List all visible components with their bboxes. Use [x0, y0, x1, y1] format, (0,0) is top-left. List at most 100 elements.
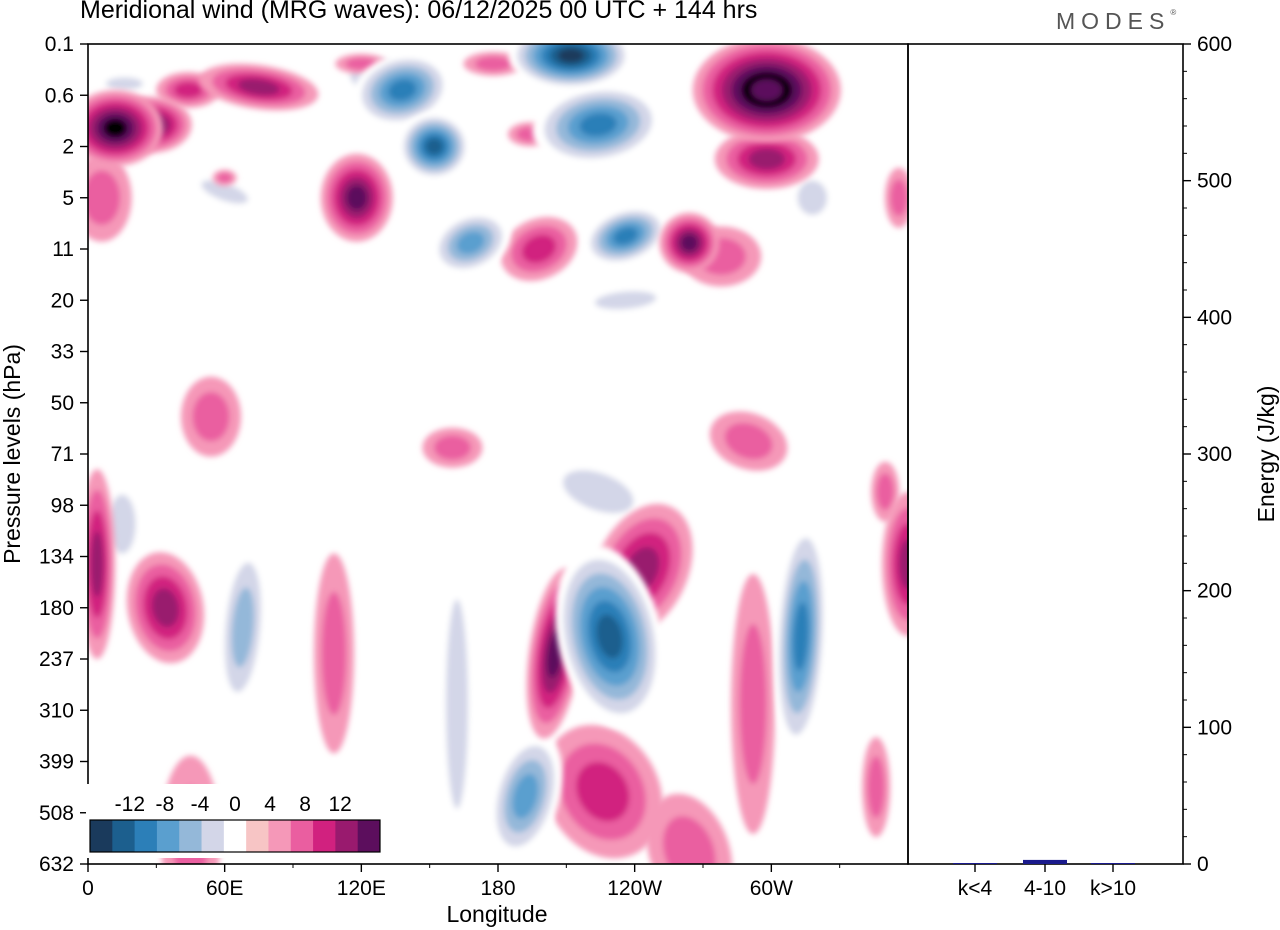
colorbar-label: -12	[115, 793, 145, 816]
modes-logo: MODES®	[1056, 8, 1176, 35]
contour-band	[445, 599, 469, 809]
energy-bars: k<4 4-10 k>10	[953, 859, 1136, 900]
longitude-tick-label: 60W	[750, 877, 793, 900]
pressure-tick-label: 33	[51, 341, 74, 364]
brand-name: MODES	[1056, 8, 1171, 34]
pressure-tick-label: 0.1	[45, 33, 74, 56]
contour-band	[217, 172, 233, 183]
wind-anomaly	[659, 212, 720, 273]
wind-anomaly	[398, 112, 471, 181]
wind-anomaly	[88, 153, 132, 242]
wind-anomaly	[217, 537, 269, 718]
wind-anomaly	[862, 737, 891, 838]
pressure-tick-label: 134	[39, 546, 74, 569]
contour-band	[579, 113, 618, 137]
colorbar-label: 0	[229, 793, 241, 816]
wind-anomaly	[884, 167, 908, 228]
colorbar-swatch	[112, 820, 136, 852]
energy-tick-label: 200	[1197, 580, 1232, 603]
wind-anomaly	[555, 545, 664, 728]
colorbar-frame	[89, 819, 381, 853]
contour-band	[793, 602, 809, 671]
wind-anomaly	[439, 534, 475, 864]
colorbar-swatch	[290, 820, 314, 852]
contour-band	[388, 79, 417, 101]
pressure-tick-label: 632	[39, 853, 74, 876]
contour-band	[512, 773, 539, 819]
wind-anomaly	[575, 285, 676, 315]
energy-tick-label: 0	[1197, 853, 1209, 876]
colorbar-swatch	[268, 820, 292, 852]
wind-anomaly	[709, 411, 788, 471]
pressure-tick-label: 71	[51, 443, 74, 466]
colorbar-label: 12	[328, 793, 351, 816]
energy-axis-label: Energy (J/kg)	[1253, 386, 1279, 523]
pressure-tick-label: 2	[62, 136, 74, 159]
contour-band	[238, 78, 280, 96]
wind-anomaly	[422, 427, 483, 468]
registered-mark: ®	[1170, 8, 1177, 17]
contour-band	[88, 170, 121, 225]
wind-anomaly	[212, 169, 237, 186]
contour-band	[346, 185, 368, 211]
contour-band	[152, 588, 179, 628]
contour-band	[890, 179, 908, 217]
colorbar-swatch	[335, 820, 359, 852]
energy-bar	[953, 863, 997, 864]
wind-anomaly	[430, 210, 511, 276]
wind-anomaly	[692, 44, 841, 143]
wind-anomaly	[508, 44, 633, 90]
contour-band	[108, 494, 136, 554]
wind-anomaly	[94, 73, 155, 94]
wind-anomaly	[186, 172, 263, 211]
colorbar-label: -8	[156, 793, 175, 816]
contour-band	[105, 77, 143, 90]
wind-anomaly	[532, 84, 664, 166]
contour-band	[797, 180, 828, 215]
colorbar-label: -4	[191, 793, 210, 816]
x-axis-label: Longitude	[446, 901, 547, 927]
wind-anomaly	[199, 63, 319, 111]
colorbar-swatch	[201, 820, 225, 852]
energy-bar	[1023, 859, 1067, 864]
contour-band	[596, 614, 623, 659]
colorbar-label: 8	[299, 793, 311, 816]
wind-anomaly	[181, 376, 241, 457]
contour-band	[748, 148, 785, 170]
contour-band	[103, 118, 127, 138]
wind-anomaly	[353, 52, 452, 128]
wind-anomaly	[463, 51, 524, 76]
energy-panel-frame	[907, 43, 1184, 865]
colorbar-swatch	[357, 820, 381, 852]
contour-band	[899, 539, 908, 590]
longitude-tick-label: 180	[480, 877, 515, 900]
colorbar-swatch	[134, 820, 158, 852]
colorbar-swatch	[156, 820, 180, 852]
pressure-tick-label: 310	[39, 699, 74, 722]
colorbar-swatch	[246, 820, 269, 852]
pressure-tick-label: 50	[51, 392, 74, 415]
contour-band	[557, 48, 584, 63]
contour-band	[90, 531, 104, 598]
contour-band	[613, 227, 638, 245]
contour-band	[474, 56, 512, 72]
wind-anomaly	[646, 793, 733, 864]
energy-category-label: k<4	[958, 877, 993, 900]
contour-band	[345, 57, 378, 71]
colorbar-label: 4	[264, 793, 276, 816]
energy-tick-label: 500	[1197, 170, 1232, 193]
wind-anomaly	[731, 573, 776, 834]
energy-tick-label: 300	[1197, 443, 1232, 466]
wind-anomaly	[88, 90, 164, 167]
energy-axis: 0 100 200 300 400 500 600	[1183, 33, 1232, 876]
energy-category-label: 4-10	[1024, 877, 1066, 900]
wind-anomaly	[542, 724, 663, 859]
energy-category-label: k>10	[1090, 877, 1136, 900]
colorbar-swatch	[223, 820, 247, 852]
contour-band	[739, 623, 767, 784]
longitude-tick-label: 120W	[607, 877, 662, 900]
contour-band	[201, 180, 248, 204]
pressure-axis: 0.1 0.6 2 5 11 20 33 50 71 98 134 180 237 310 399 508 63…	[39, 33, 88, 876]
wind-anomaly	[774, 516, 828, 757]
